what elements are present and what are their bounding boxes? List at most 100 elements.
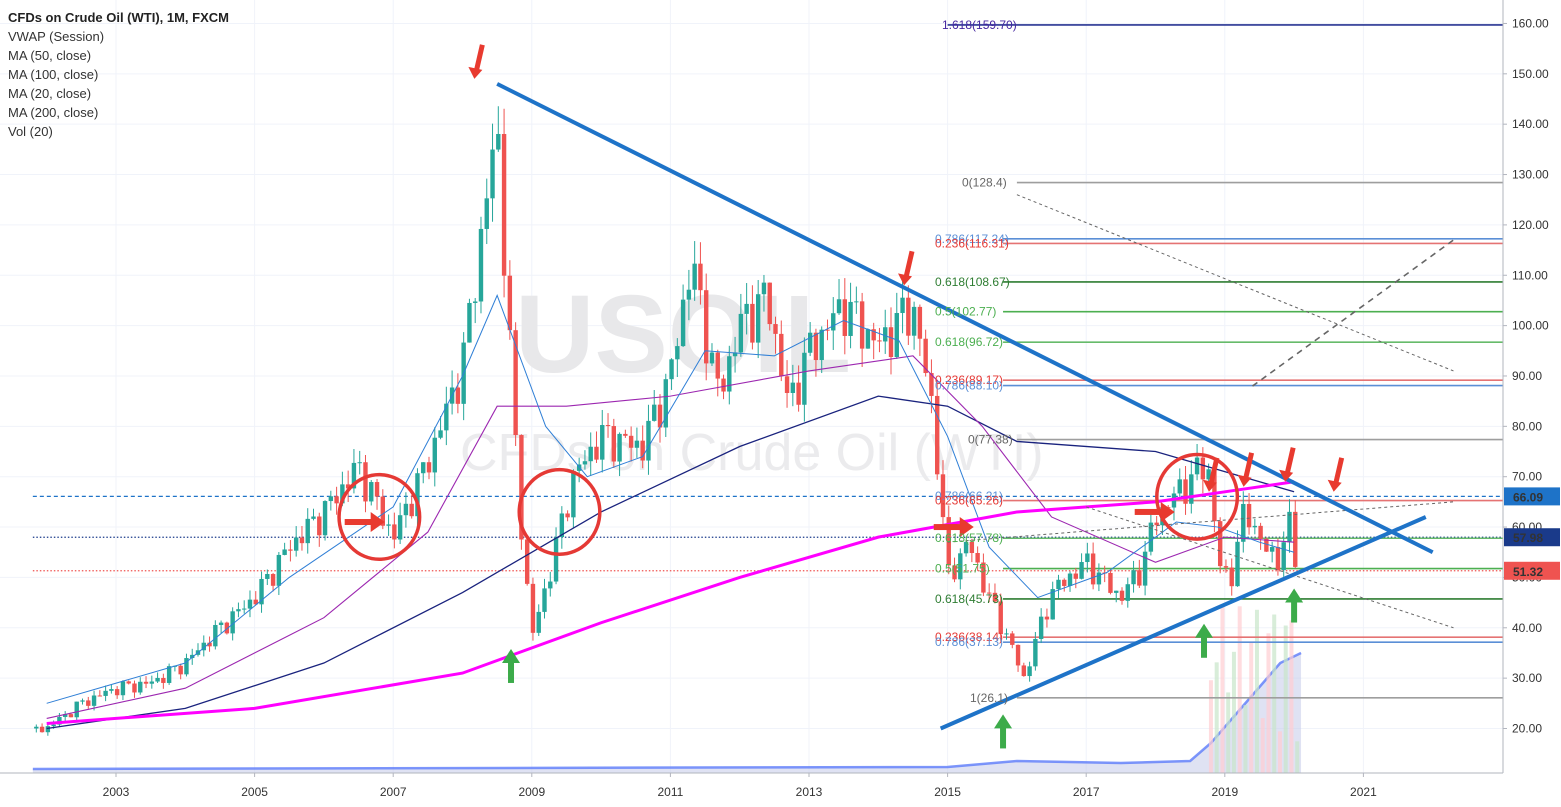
candle-body: [588, 446, 593, 462]
candle-body: [888, 327, 894, 358]
candle-body: [415, 473, 420, 517]
candle-body: [311, 516, 316, 519]
candle-body: [392, 524, 397, 540]
candle-body: [478, 228, 484, 302]
y-tick-label: 80.00: [1512, 419, 1542, 433]
fib-label: 0.618(96.72): [935, 335, 1003, 349]
candle-body: [530, 583, 536, 633]
x-tick-label: 2005: [241, 785, 268, 799]
price-tag[interactable]: [1504, 561, 1560, 580]
ma50-line: [46, 355, 1295, 719]
candle-body: [1264, 538, 1269, 552]
candle-body: [940, 474, 946, 518]
x-tick-label: 2007: [380, 785, 407, 799]
y-tick-label: 130.00: [1512, 168, 1549, 182]
candle-body: [831, 313, 836, 331]
candle-body: [270, 574, 276, 586]
volume-bar: [1277, 731, 1282, 773]
y-tick-label: 120.00: [1512, 218, 1549, 232]
candle-body: [276, 554, 282, 586]
price-tag[interactable]: [1504, 528, 1560, 547]
candle-body: [779, 333, 784, 377]
ma200-line: [46, 480, 1295, 725]
candle-body: [132, 683, 137, 693]
arrow-up-head: [502, 648, 521, 663]
candle-body: [1287, 511, 1292, 543]
candle-body: [946, 517, 951, 566]
candle-body: [883, 327, 888, 342]
arrow-down-head: [1279, 469, 1294, 482]
candle-body: [929, 373, 934, 396]
indicator-vwap[interactable]: VWAP (Session): [8, 29, 105, 44]
x-tick-label: 2017: [1073, 785, 1100, 799]
candle-body: [62, 714, 68, 717]
candle-body: [1015, 644, 1021, 666]
fib-label: 0.618(108.67): [935, 275, 1010, 289]
indicator-ma50[interactable]: MA (50, close): [8, 48, 92, 63]
candle-body: [657, 404, 663, 428]
candle-body: [207, 642, 212, 647]
candle-body: [548, 581, 553, 589]
candle-body: [1010, 633, 1015, 645]
y-tick-label: 150.00: [1512, 67, 1549, 81]
candle-body: [1200, 457, 1206, 480]
candle-body: [802, 352, 807, 405]
candle-body: [293, 537, 299, 551]
candle-body: [675, 346, 680, 360]
candle-body: [1085, 553, 1090, 563]
candle-body: [617, 433, 622, 462]
candle-body: [1119, 590, 1125, 601]
volume-bar: [1237, 606, 1242, 773]
candle-body: [646, 420, 651, 461]
volume-bar: [1295, 741, 1300, 773]
indicator-ma20[interactable]: MA (20, close): [8, 86, 92, 101]
volume-bar: [1272, 614, 1277, 773]
candle-body: [288, 549, 293, 551]
candle-body: [807, 332, 813, 353]
candle-body: [409, 503, 414, 517]
trendline: [939, 515, 1427, 731]
candle-body: [109, 689, 114, 691]
candle-body: [253, 599, 258, 605]
candle-body: [334, 496, 339, 504]
volume-bar: [1243, 705, 1248, 773]
candle-body: [1281, 542, 1286, 571]
candle-body: [605, 425, 611, 427]
candle-body: [299, 537, 305, 544]
volume-bar: [1226, 692, 1231, 773]
candle-body: [732, 352, 738, 357]
candle-body: [1246, 503, 1252, 528]
candle-body: [663, 379, 668, 428]
candle-body: [455, 387, 461, 404]
volume-bar: [1249, 642, 1254, 773]
candle-body: [467, 302, 472, 343]
arrow-right-head: [370, 512, 385, 533]
volume-bar: [1289, 620, 1294, 773]
candle-body: [39, 726, 45, 733]
fib-label: 0(128.4): [962, 176, 1007, 190]
candle-body: [582, 461, 588, 465]
candle-body: [1056, 579, 1061, 590]
candle-body: [715, 352, 720, 379]
candle-body: [259, 578, 264, 605]
indicator-ma100[interactable]: MA (100, close): [8, 67, 99, 82]
candle-body: [1131, 570, 1136, 585]
price-tag[interactable]: [1504, 487, 1560, 506]
candle-body: [369, 482, 374, 502]
candle-body: [935, 395, 940, 475]
indicator-volume[interactable]: Vol (20): [8, 124, 53, 139]
candle-body: [744, 303, 749, 314]
candle-body: [1137, 570, 1142, 586]
indicator-ma200[interactable]: MA (200, close): [8, 105, 99, 120]
watermark-name: CFDs on Crude Oil (WTI): [460, 424, 1044, 482]
candle-body: [877, 340, 882, 342]
price-tag-label: 66.09: [1513, 490, 1543, 504]
candle-body: [1073, 573, 1079, 579]
candle-body: [848, 301, 853, 336]
candle-body: [652, 404, 657, 421]
price-axis-bg: [1503, 0, 1561, 807]
candle-body: [236, 609, 241, 612]
arrow-down-head: [1327, 479, 1342, 492]
